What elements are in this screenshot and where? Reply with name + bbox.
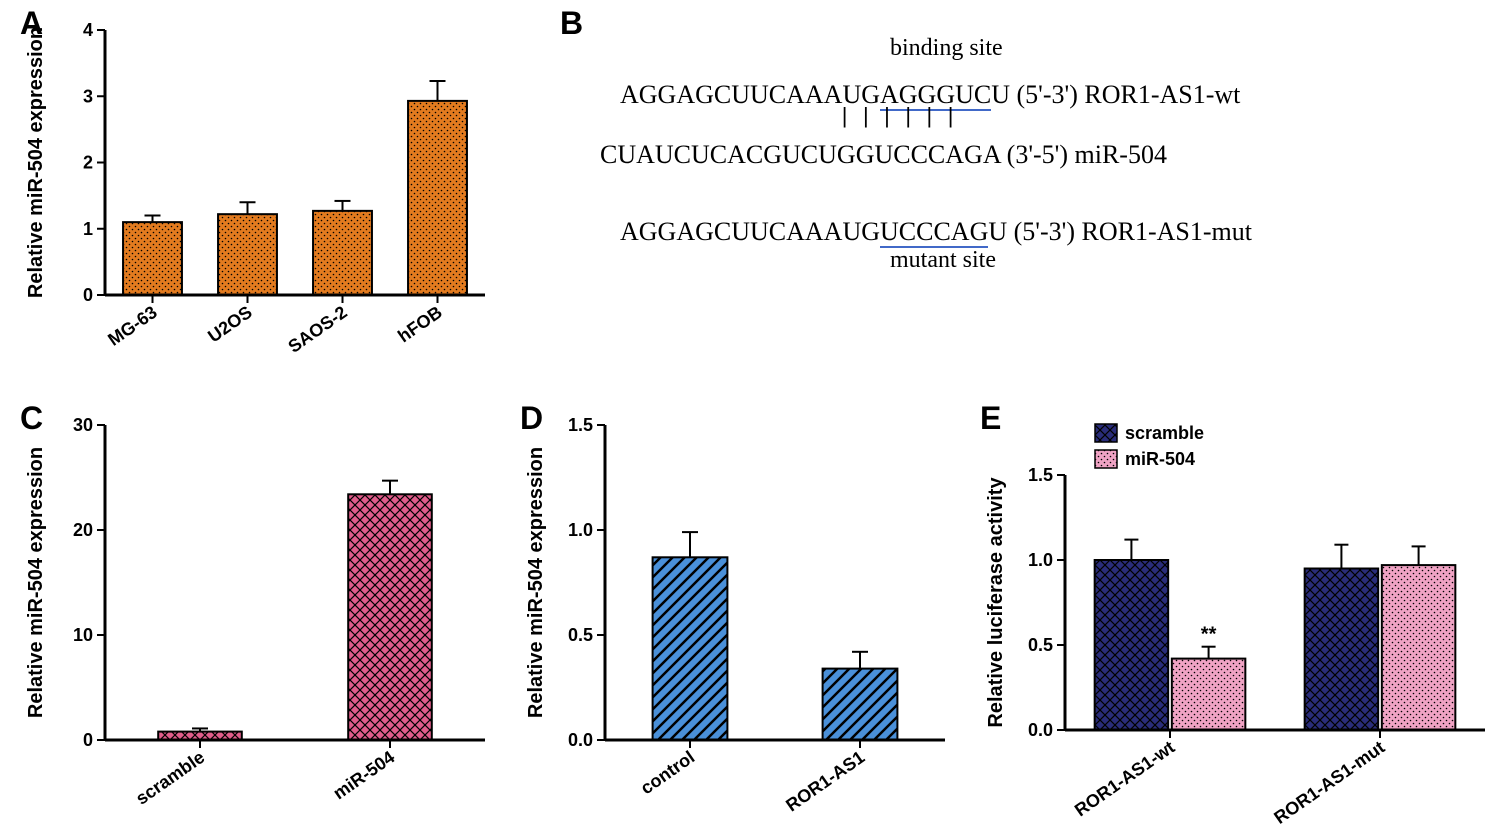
svg-text:ROR1-AS1-wt: ROR1-AS1-wt — [1071, 737, 1178, 821]
svg-text:1.0: 1.0 — [568, 520, 593, 540]
svg-text:MG-63: MG-63 — [104, 302, 161, 350]
svg-text:1.0: 1.0 — [1028, 550, 1053, 570]
panel-b: binding siteAGGAGCUUCAAAUGAGGGUCU (5'-3'… — [560, 5, 1490, 375]
svg-text:0.5: 0.5 — [568, 625, 593, 645]
svg-text:0: 0 — [83, 730, 93, 750]
svg-text:1: 1 — [83, 219, 93, 239]
binding-site-label: binding site — [890, 35, 1003, 62]
svg-text:Relative luciferase activity: Relative luciferase activity — [985, 477, 1007, 728]
svg-text:2: 2 — [83, 153, 93, 173]
svg-text:4: 4 — [83, 20, 93, 40]
svg-text:0.5: 0.5 — [1028, 635, 1053, 655]
svg-text:scramble: scramble — [132, 747, 208, 809]
svg-text:ROR1-AS1-mut: ROR1-AS1-mut — [1270, 737, 1388, 828]
svg-text:1.5: 1.5 — [1028, 465, 1053, 485]
svg-text:1.5: 1.5 — [568, 415, 593, 435]
figure-root: 0 1 2 3 4 MG-63 U2OS SAOS-2 hFOB Relative miR-504… — [0, 0, 1509, 825]
svg-text:3: 3 — [83, 86, 93, 106]
panel-a: 0 1 2 3 4 MG-63 U2OS SAOS-2 hFOB Relative miR-504… — [20, 5, 500, 375]
svg-text:**: ** — [1201, 624, 1217, 646]
panel-c-label: C — [20, 400, 43, 437]
panel-a-label: A — [20, 5, 43, 42]
svg-text:10: 10 — [73, 625, 93, 645]
svg-text:SAOS-2: SAOS-2 — [284, 302, 350, 357]
svg-text:30: 30 — [73, 415, 93, 435]
svg-text:miR-504: miR-504 — [329, 747, 398, 804]
svg-text:miR-504: miR-504 — [1125, 449, 1195, 469]
svg-text:Relative miR-504 expression: Relative miR-504 expression — [25, 447, 47, 718]
svg-text:0: 0 — [83, 285, 93, 305]
basepair-lines: |||||| — [838, 105, 965, 130]
seq-mir504: CUAUCUCACGUCUGGUCCCAGA (3'-5') miR-504 — [600, 133, 1167, 177]
mutant-site-label: mutant site — [890, 247, 996, 274]
svg-text:hFOB: hFOB — [394, 302, 446, 346]
panel-d: 0.0 0.5 1.0 1.5 control ROR1-AS1 Relative miR-… — [520, 400, 960, 820]
svg-text:0.0: 0.0 — [568, 730, 593, 750]
svg-text:Relative miR-504 expression: Relative miR-504 expression — [525, 447, 547, 718]
panel-e: 0.00.51.01.5**ROR1-AS1-wtROR1-AS1-mutRel… — [980, 400, 1500, 820]
svg-text:U2OS: U2OS — [204, 302, 256, 347]
svg-text:0.0: 0.0 — [1028, 720, 1053, 740]
svg-text:scramble: scramble — [1125, 423, 1204, 443]
svg-text:ROR1-AS1: ROR1-AS1 — [782, 747, 868, 816]
panel-e-label: E — [980, 400, 1001, 437]
svg-text:Relative miR-504 expression: Relative miR-504 expression — [25, 27, 47, 298]
svg-text:20: 20 — [73, 520, 93, 540]
panel-b-label: B — [560, 5, 583, 42]
svg-text:control: control — [637, 747, 698, 798]
panel-d-label: D — [520, 400, 543, 437]
panel-c: 0 10 20 30 scramble miR-504 Relative miR-504 e… — [20, 400, 500, 820]
